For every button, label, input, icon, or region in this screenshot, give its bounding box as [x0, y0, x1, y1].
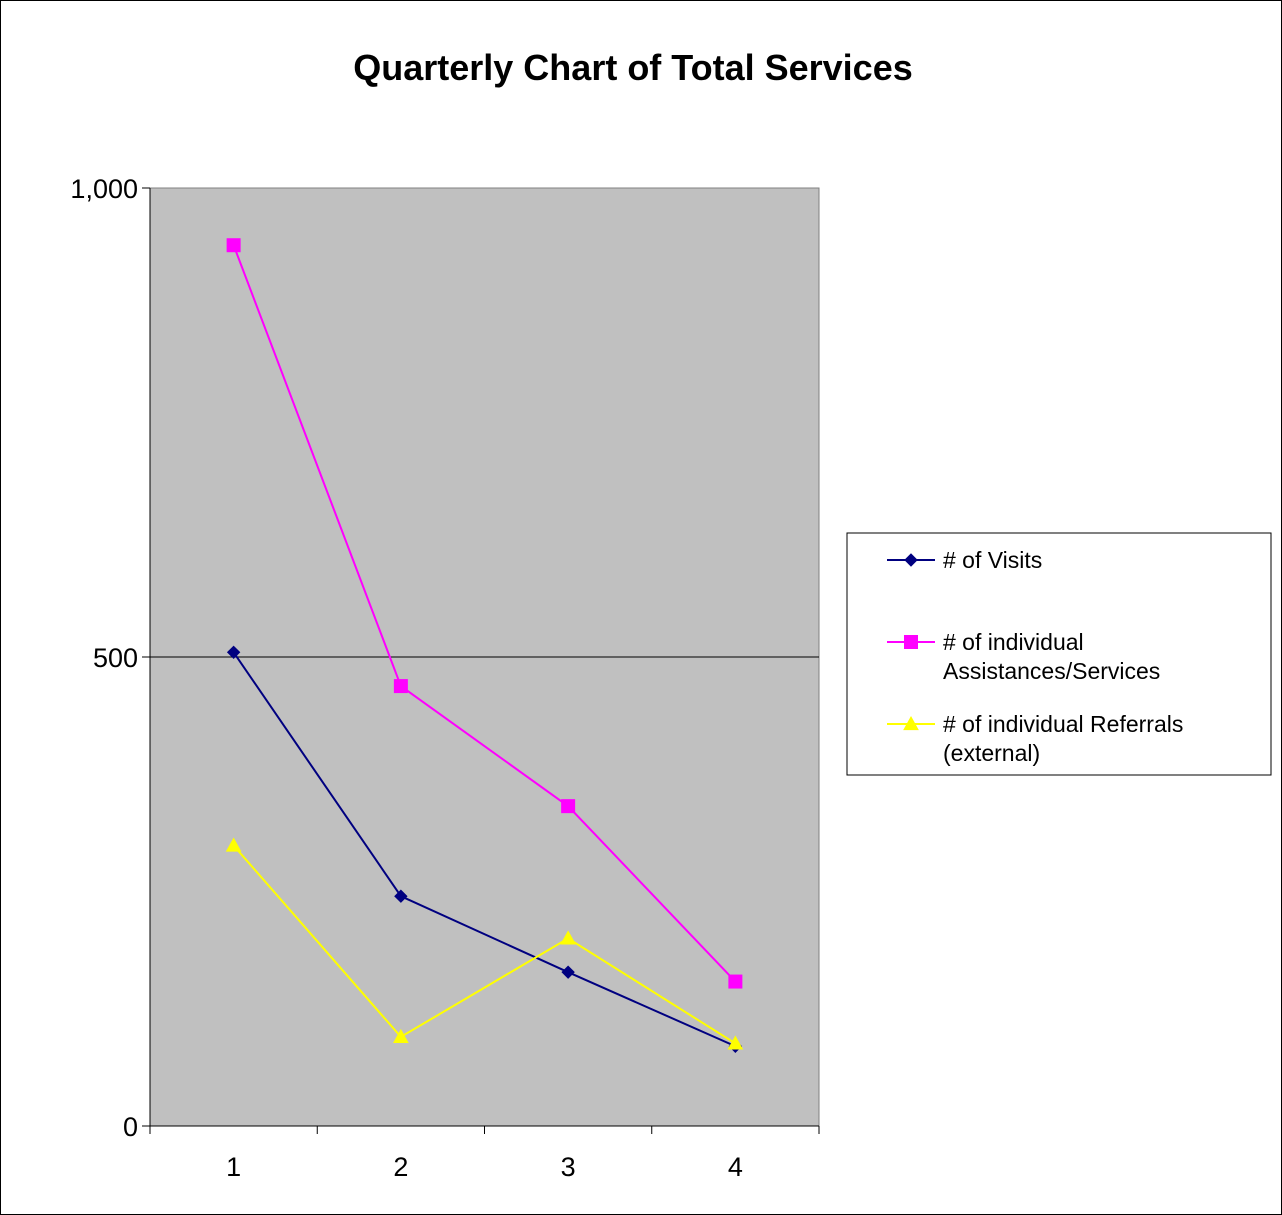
legend-box: [846, 532, 1272, 776]
data-point: [226, 645, 241, 660]
series-line: [232, 844, 736, 1045]
legend-item: # of Visits: [887, 547, 1042, 573]
series-layer: [225, 238, 744, 1053]
data-point: [728, 974, 743, 989]
legend-label: # of individual Referrals: [943, 711, 1183, 737]
legend-item: # of individual Referrals (external): [887, 711, 1183, 766]
series-3: [225, 837, 744, 1050]
data-point: [393, 1028, 409, 1043]
chart-title: Quarterly Chart of Total Services: [353, 47, 913, 88]
x-tick-label: 1: [226, 1152, 241, 1182]
x-tick-label: 3: [561, 1152, 576, 1182]
legend-item: # of individual Assistances/Services: [887, 629, 1160, 684]
data-point: [727, 1035, 744, 1050]
legend-label: # of individual: [943, 629, 1084, 655]
legend-marker: [903, 715, 919, 731]
legend: # of Visits # of individual Assistances/Se…: [846, 532, 1272, 776]
x-tick-label: 4: [728, 1152, 743, 1182]
legend-label: (external): [943, 740, 1040, 766]
axes: 0 500 1,000 1 2 3 4: [70, 174, 820, 1182]
series-2: [226, 238, 743, 989]
legend-label: # of Visits: [943, 547, 1042, 573]
y-tick-label: 1,000: [70, 174, 138, 204]
data-point: [561, 799, 576, 814]
series-line: [232, 244, 737, 983]
legend-label: Assistances/Services: [943, 658, 1160, 684]
y-tick-label: 500: [93, 643, 138, 673]
data-point: [394, 889, 408, 903]
y-tick-label: 0: [123, 1112, 138, 1142]
data-point: [560, 930, 576, 945]
legend-marker: [904, 553, 918, 567]
legend-marker: [904, 635, 918, 649]
data-point: [225, 837, 242, 852]
data-point: [226, 238, 241, 253]
x-tick-label: 2: [393, 1152, 408, 1182]
data-point: [393, 679, 408, 694]
data-point: [561, 965, 575, 979]
series-line: [232, 651, 736, 1048]
